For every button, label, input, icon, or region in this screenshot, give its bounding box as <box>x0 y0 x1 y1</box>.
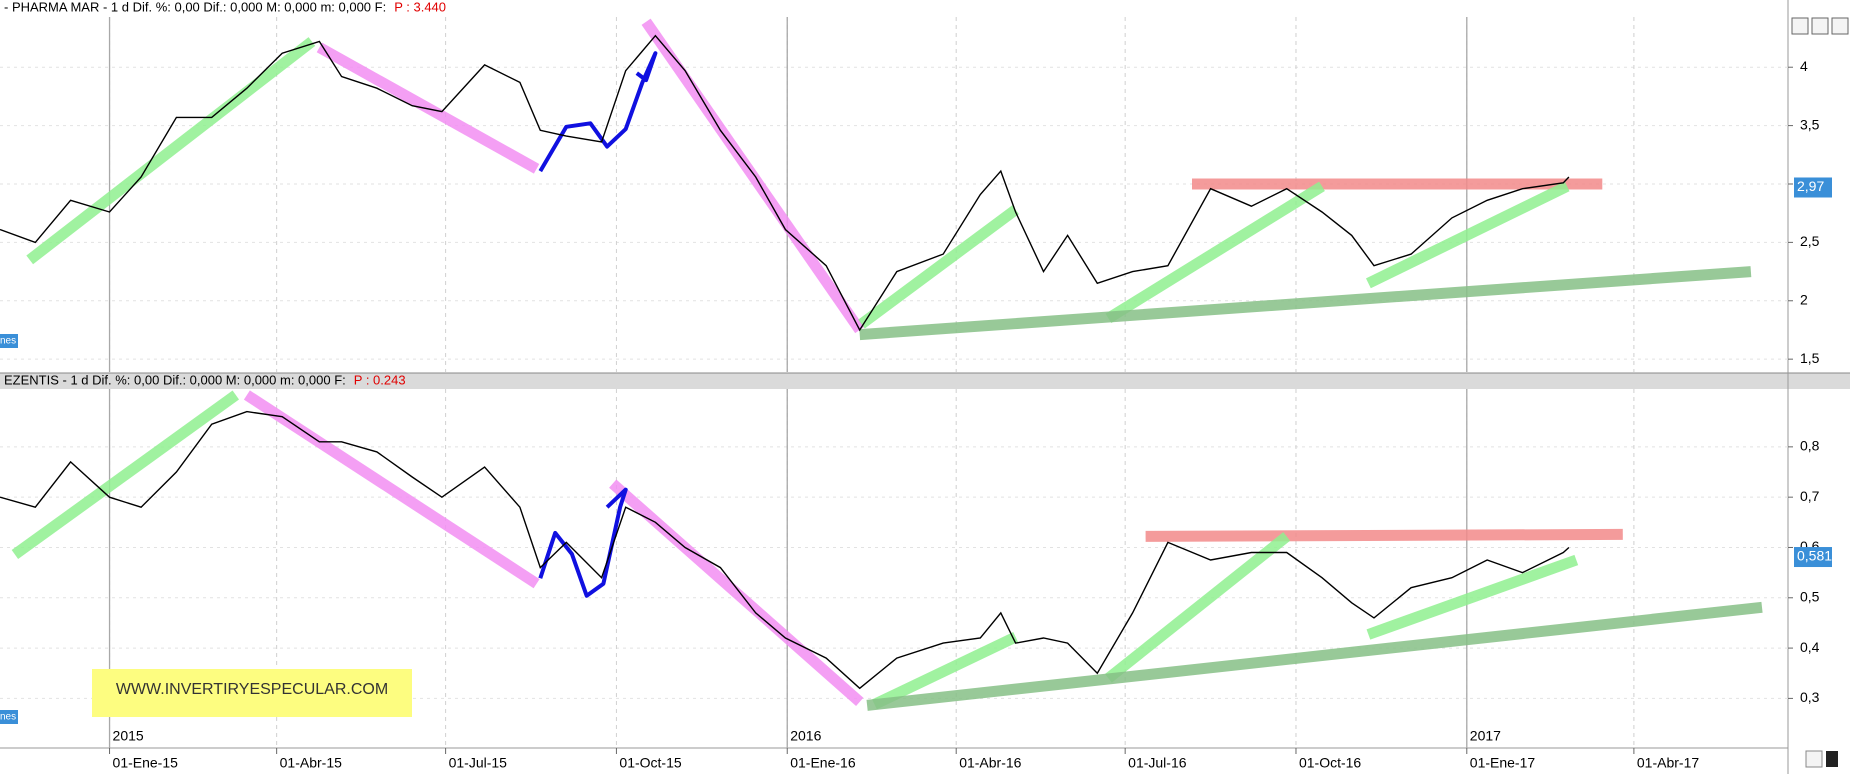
y-tick-label: 2 <box>1800 291 1808 307</box>
window-buttons[interactable] <box>1791 17 1849 768</box>
panel-title: EZENTIS - 1 d Dif. %: 0,00 Dif.: 0,000 M… <box>4 372 346 387</box>
y-tick-label: 0,5 <box>1800 588 1820 604</box>
last-value-box <box>1794 547 1832 568</box>
trend-line <box>26 37 316 265</box>
y-tick-label: 4 <box>1800 58 1808 74</box>
y-tick-label: 0,7 <box>1800 488 1820 504</box>
last-value-box <box>1794 177 1832 198</box>
button[interactable] <box>1831 17 1849 35</box>
hand-drawing <box>538 51 658 173</box>
last-value-label: 2,97 <box>1797 178 1824 194</box>
y-tick-label: 0,4 <box>1800 639 1820 655</box>
x-tick-label: 01-Abr-16 <box>959 755 1021 771</box>
trend-line <box>11 390 240 559</box>
side-tag-box <box>0 334 18 348</box>
trend-line <box>243 390 540 589</box>
trend-line <box>872 632 1018 710</box>
year-label: 2015 <box>113 728 144 744</box>
price-label: P : 0.243 <box>354 372 406 387</box>
side-tag: nes <box>0 336 16 347</box>
x-tick-label: 01-Ene-15 <box>113 755 179 771</box>
y-tick-label: 2,5 <box>1800 233 1820 249</box>
side-tag: nes <box>0 712 16 723</box>
year-label: 2016 <box>790 728 821 744</box>
y-tick-label: 0,3 <box>1800 689 1820 705</box>
side-tag-box <box>0 710 18 724</box>
button[interactable] <box>1791 17 1809 35</box>
price-line <box>0 34 1570 332</box>
price-line <box>0 410 1570 690</box>
year-label: 2017 <box>1470 728 1501 744</box>
x-tick-label: 01-Abr-17 <box>1637 755 1699 771</box>
chart-panel: EZENTIS - 1 d Dif. %: 0,00 Dif.: 0,000 M… <box>0 372 1832 771</box>
trend-line <box>316 42 540 174</box>
x-tick-label: 01-Ene-16 <box>790 755 856 771</box>
button[interactable] <box>1811 17 1829 35</box>
y-tick-label: 0,8 <box>1800 438 1820 454</box>
trend-line <box>858 205 1019 329</box>
trend-line <box>1145 528 1623 542</box>
x-tick-label: 01-Jul-15 <box>449 755 508 771</box>
hand-drawing <box>538 487 628 598</box>
trend-line <box>1104 532 1291 683</box>
trend-line <box>866 601 1763 711</box>
button[interactable] <box>1826 751 1838 767</box>
trend-line <box>1366 554 1579 640</box>
y-tick-label: 3,5 <box>1800 116 1820 132</box>
chart-panel: - PHARMA MAR - 1 d Dif. %: 0,00 Dif.: 0,… <box>0 0 1832 372</box>
last-value-label: 0,581 <box>1797 548 1832 564</box>
panel-title: - PHARMA MAR - 1 d Dif. %: 0,00 Dif.: 0,… <box>4 0 386 14</box>
x-tick-label: 01-Oct-16 <box>1299 755 1361 771</box>
panel-header-band <box>0 373 1850 389</box>
x-tick-label: 01-Ene-17 <box>1470 755 1536 771</box>
trend-line <box>641 18 865 334</box>
trend-line <box>1105 181 1325 323</box>
button[interactable] <box>1805 750 1823 768</box>
trend-line <box>1365 181 1570 289</box>
y-tick-label: 1,5 <box>1800 350 1820 366</box>
price-label: P : 3.440 <box>394 0 446 14</box>
watermark-box <box>92 669 412 717</box>
x-tick-label: 01-Jul-16 <box>1128 755 1187 771</box>
plot-area <box>0 390 1763 711</box>
trend-line <box>859 266 1752 341</box>
watermark: WWW.INVERTIRYESPECULAR.COM <box>116 681 388 698</box>
x-tick-label: 01-Abr-15 <box>280 755 342 771</box>
trend-line <box>609 479 864 707</box>
x-tick-label: 01-Oct-15 <box>619 755 681 771</box>
plot-area <box>0 18 1752 341</box>
